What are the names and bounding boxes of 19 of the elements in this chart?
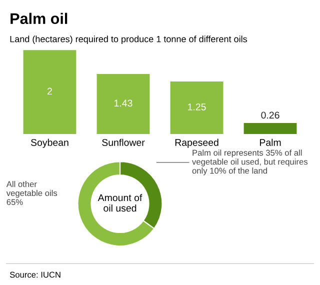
text: Amount of oil used — [98, 194, 142, 212]
x-tick-label: Soybean — [30, 138, 68, 148]
x-tick-label: Palm — [260, 138, 281, 146]
x-tick-label: Sunflower — [102, 138, 145, 146]
bar — [244, 123, 297, 134]
data-label: 1.25 — [188, 103, 206, 110]
text: Palm oil represents 35% of all vegetable oil used, but requires only 10% of the land — [192, 150, 308, 176]
bar — [96, 74, 150, 134]
x-tick-label: Rapeseed — [175, 138, 218, 148]
source-note: Source: IUCN — [10, 272, 60, 278]
data-label: 2 — [48, 88, 52, 95]
chart-title: Palm oil — [10, 12, 68, 24]
slice-label: All other vegetable oils — [6, 180, 58, 198]
data-label: 1.43 — [114, 100, 132, 107]
bar — [170, 82, 224, 134]
data-label: 0.26 — [261, 112, 280, 119]
bar — [23, 50, 76, 134]
data-label: 65% — [6, 199, 23, 206]
chart-subtitle: Land (hectares) required to produce 1 tonne of different oils — [10, 36, 247, 44]
